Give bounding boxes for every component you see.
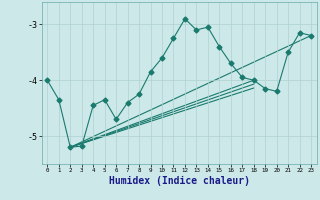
X-axis label: Humidex (Indice chaleur): Humidex (Indice chaleur) bbox=[109, 176, 250, 186]
